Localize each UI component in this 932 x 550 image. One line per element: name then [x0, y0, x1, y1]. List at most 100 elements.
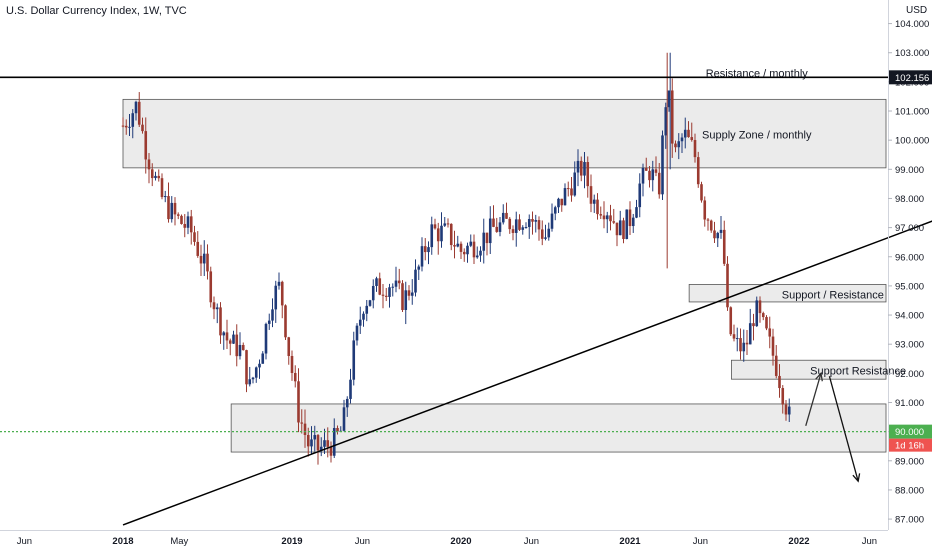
- candle-body: [638, 183, 642, 208]
- candle-body: [557, 198, 560, 208]
- candle-body: [677, 141, 681, 148]
- candle-body: [186, 216, 190, 228]
- candle-body: [212, 302, 216, 310]
- candle-body: [264, 323, 268, 354]
- candle-body: [527, 219, 531, 228]
- candle-body: [241, 344, 245, 351]
- candle-body: [479, 250, 482, 256]
- candle-body: [693, 140, 697, 158]
- y-tick-label: 94.000: [895, 311, 924, 322]
- candle-body: [492, 218, 495, 227]
- arrow-head: [815, 371, 823, 382]
- candle-body: [765, 317, 768, 329]
- candle-body: [342, 407, 346, 431]
- candle-body: [514, 219, 518, 233]
- candle-body: [375, 278, 378, 286]
- candle-body: [560, 198, 564, 206]
- candle-body: [446, 223, 450, 225]
- candle-body: [605, 215, 609, 220]
- price-axis[interactable]: 104.000103.000102.000101.000100.00099.00…: [888, 0, 932, 530]
- candle-body: [706, 219, 710, 221]
- candle-body: [154, 175, 157, 179]
- candle-body: [183, 223, 187, 228]
- currency-label: USD: [906, 5, 928, 16]
- candle-body: [631, 217, 635, 227]
- candle-body: [661, 135, 664, 195]
- candle-body: [683, 129, 687, 138]
- candle-body: [758, 300, 762, 314]
- candle-body: [433, 224, 437, 229]
- candle-body: [414, 269, 417, 293]
- candle-body: [173, 202, 177, 215]
- annotation-layer: Resistance / monthly Supply Zone / monthl…: [702, 68, 906, 377]
- candle-body: [674, 143, 677, 148]
- candle-body: [755, 300, 759, 327]
- candle-body: [150, 169, 154, 179]
- candle-body: [176, 214, 180, 216]
- candle-body: [781, 388, 785, 405]
- resistance-price-tag-text: 102.156: [895, 73, 929, 84]
- candle-body: [160, 178, 164, 198]
- candle-body: [735, 338, 739, 340]
- candle-body: [774, 355, 778, 376]
- candles-layer: [121, 52, 791, 465]
- candle-body: [787, 406, 791, 415]
- candle-body: [248, 379, 252, 385]
- x-tick-label: Jun: [862, 536, 877, 547]
- candle-body: [469, 241, 473, 246]
- candle-body: [332, 428, 336, 456]
- candle-body: [137, 101, 141, 125]
- candle-body: [713, 230, 716, 239]
- candle-body: [225, 332, 229, 341]
- candle-body: [371, 285, 375, 301]
- candle-body: [407, 290, 411, 296]
- candle-body: [592, 199, 596, 204]
- candle-body: [511, 229, 515, 233]
- y-tick-label: 99.000: [895, 165, 924, 176]
- candle-body: [310, 439, 313, 447]
- candle-body: [297, 381, 300, 423]
- candle-body: [381, 294, 385, 296]
- candle-body: [287, 337, 291, 356]
- candle-body: [778, 375, 781, 389]
- candle-body: [589, 186, 593, 204]
- candle-body: [245, 350, 248, 385]
- candle-body: [300, 422, 304, 424]
- time-axis[interactable]: Jun 2018 May 2019 Jun 2020 Jun 2021 Jun 2022 Jun: [0, 530, 888, 548]
- candle-body: [121, 125, 125, 127]
- candle-body: [544, 237, 547, 239]
- candle-body: [410, 292, 414, 296]
- resistance-price-tag: [889, 70, 932, 85]
- candle-body: [752, 323, 755, 327]
- candle-body: [586, 162, 590, 187]
- candle-body: [128, 126, 131, 128]
- lines-layer: [0, 76, 932, 526]
- candle-body: [583, 162, 586, 176]
- candle-body: [485, 232, 489, 244]
- zone-box: [688, 284, 887, 303]
- zone-label: Support Resistance: [810, 365, 906, 377]
- candle-body: [466, 245, 469, 255]
- y-tick-label: 100.000: [895, 136, 929, 147]
- candle-body: [401, 283, 404, 310]
- candle-body: [436, 228, 440, 242]
- candle-body: [355, 325, 359, 341]
- candle-body: [271, 309, 274, 321]
- candle-body: [313, 435, 317, 440]
- projection-arrow: [805, 373, 822, 426]
- y-tick-label: 91.000: [895, 398, 924, 409]
- candle-body: [518, 219, 521, 230]
- candle-body: [488, 218, 492, 244]
- candle-body: [495, 226, 499, 232]
- trendline: [122, 220, 932, 526]
- candle-body: [251, 377, 255, 380]
- x-tick-label: Jun: [355, 536, 370, 547]
- candle-body: [293, 372, 297, 382]
- candle-body: [722, 229, 726, 264]
- candle-body: [641, 167, 645, 184]
- candle-body: [501, 212, 505, 223]
- current-price-tag-text: 90.000: [895, 427, 924, 438]
- candle-body: [163, 196, 167, 198]
- candle-body: [388, 287, 391, 297]
